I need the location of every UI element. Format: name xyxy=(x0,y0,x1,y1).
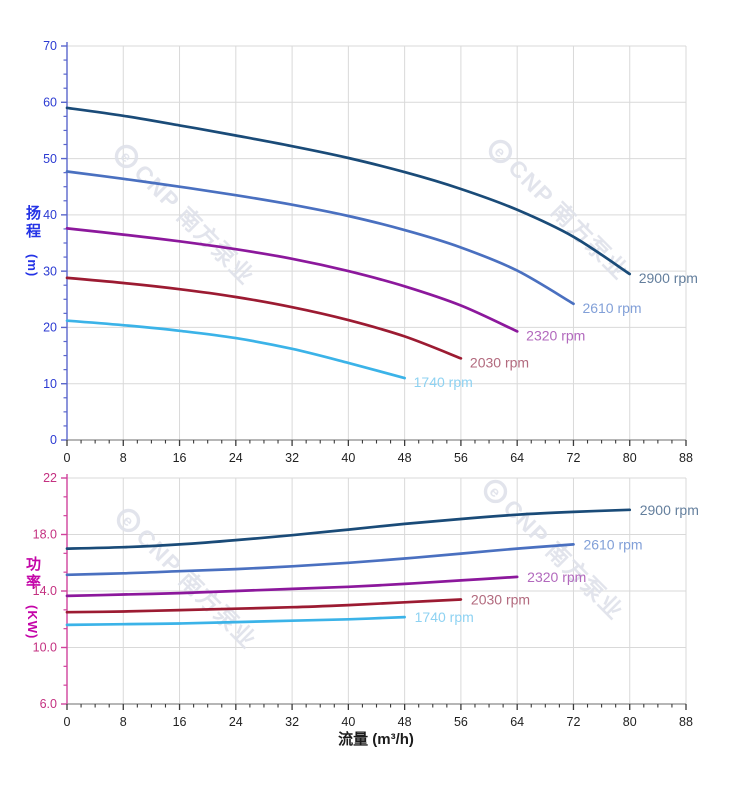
x-tick-label: 80 xyxy=(623,451,637,465)
curve-2320-rpm xyxy=(65,227,519,333)
x-tick-label: 40 xyxy=(341,715,355,729)
curve-label-2030-rpm: 2030 rpm xyxy=(470,354,529,370)
x-tick-label: 72 xyxy=(567,715,581,729)
curve-2030-rpm xyxy=(65,276,463,360)
x-tick-label: 24 xyxy=(229,451,243,465)
power-axis-unit: (KW) xyxy=(25,605,40,640)
head-axis-title-text: 扬程 xyxy=(24,205,41,241)
x-tick-label: 32 xyxy=(285,451,299,465)
power-axis-title-text: 功率 xyxy=(24,556,41,592)
curve-label-2320-rpm: 2320 rpm xyxy=(526,327,585,343)
x-tick-label: 56 xyxy=(454,715,468,729)
head-axis-title: 扬程 (m) xyxy=(22,205,43,277)
y-tick-label: 60 xyxy=(43,95,57,109)
cnp-logo-icon xyxy=(488,139,513,164)
y-tick-label: 70 xyxy=(43,39,57,53)
curve-label-2320-rpm: 2320 rpm xyxy=(527,569,586,585)
y-tick-label: 6.0 xyxy=(40,697,57,711)
y-tick-label: 14.0 xyxy=(33,584,57,598)
curve-label-2030-rpm: 2030 rpm xyxy=(471,591,530,607)
x-tick-label: 48 xyxy=(398,715,412,729)
power-chart-axes: 6.0 10.0 14.0 18.0 22 0 8 16 24 32 40 48 56 64 72 80 88 xyxy=(33,471,693,729)
y-tick-label: 50 xyxy=(43,152,57,166)
curve-2900-rpm xyxy=(65,508,632,550)
curve-2900-rpm xyxy=(65,106,632,276)
curve-label-2900-rpm: 2900 rpm xyxy=(640,502,699,518)
watermark-text: CNP 南方泵业 xyxy=(503,154,633,284)
head-axis-unit: (m) xyxy=(25,254,40,278)
y-tick-label: 18.0 xyxy=(33,528,57,542)
cnp-logo-icon xyxy=(483,479,508,504)
x-tick-label: 0 xyxy=(64,715,71,729)
x-tick-label: 56 xyxy=(454,451,468,465)
y-tick-label: 20 xyxy=(43,321,57,335)
x-tick-label: 24 xyxy=(229,715,243,729)
curve-label-1740-rpm: 1740 rpm xyxy=(415,609,474,625)
x-tick-label: 8 xyxy=(120,451,127,465)
curve-2610-rpm xyxy=(65,543,575,577)
x-tick-label: 40 xyxy=(341,451,355,465)
x-tick-label: 32 xyxy=(285,715,299,729)
curve-1740-rpm xyxy=(65,615,406,627)
y-tick-label: 40 xyxy=(43,208,57,222)
y-tick-label: 30 xyxy=(43,264,57,278)
curve-2320-rpm xyxy=(65,575,519,598)
x-tick-label: 88 xyxy=(679,715,693,729)
cnp-logo-icon xyxy=(114,144,139,169)
gridlines xyxy=(67,477,687,704)
x-tick-label: 64 xyxy=(510,451,524,465)
curve-2030-rpm xyxy=(65,598,463,614)
curve-2610-rpm xyxy=(65,170,575,306)
curve-label-2610-rpm: 2610 rpm xyxy=(583,536,642,552)
x-tick-label: 72 xyxy=(567,451,581,465)
flow-axis-title: 流量 (m³/h) xyxy=(338,731,414,748)
x-tick-label: 16 xyxy=(173,715,187,729)
y-tick-label: 0 xyxy=(50,433,57,447)
cnp-logo-icon xyxy=(116,508,141,533)
x-tick-label: 80 xyxy=(623,715,637,729)
curve-label-1740-rpm: 1740 rpm xyxy=(414,374,473,390)
power-axis-title: 功率 (KW) xyxy=(22,556,43,640)
y-tick-label: 22 xyxy=(43,471,57,485)
y-tick-label: 10 xyxy=(43,377,57,391)
curve-label-2610-rpm: 2610 rpm xyxy=(582,300,641,316)
curve-1740-rpm xyxy=(65,319,406,380)
x-tick-label: 64 xyxy=(510,715,524,729)
x-tick-label: 8 xyxy=(120,715,127,729)
watermark-text: CNP 南方泵业 xyxy=(129,159,259,289)
x-tick-label: 88 xyxy=(679,451,693,465)
head-chart-axes: 0 10 20 30 40 50 60 70 0 8 16 24 32 40 48 56 64 72 80 88 xyxy=(43,39,693,465)
x-tick-label: 0 xyxy=(64,451,71,465)
x-tick-label: 16 xyxy=(173,451,187,465)
y-tick-label: 10.0 xyxy=(33,641,57,655)
curve-label-2900-rpm: 2900 rpm xyxy=(639,270,698,286)
x-tick-label: 48 xyxy=(398,451,412,465)
